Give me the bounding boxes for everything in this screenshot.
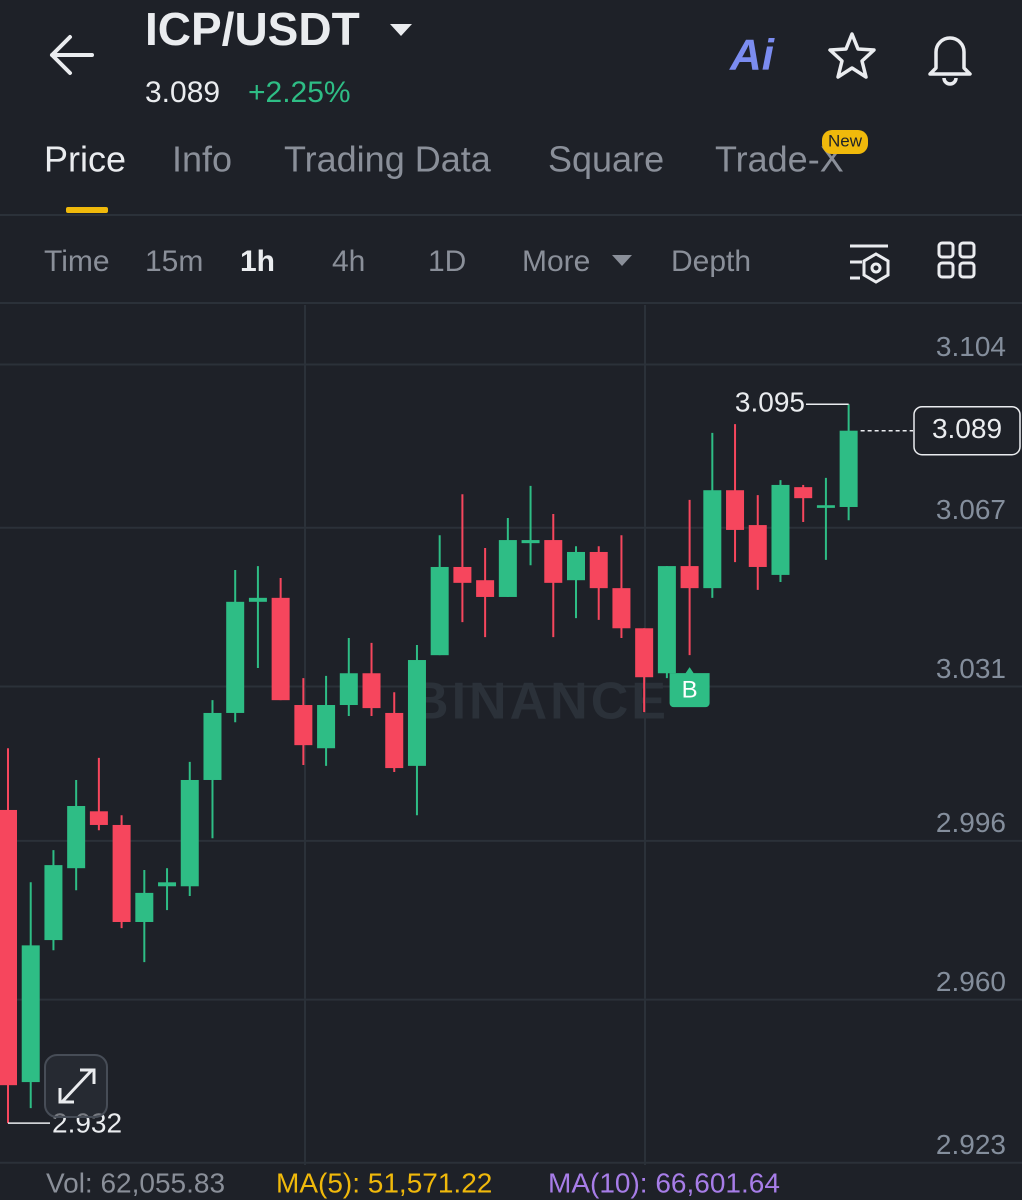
candle-body (521, 540, 540, 544)
interval[interactable]: 15m (145, 245, 203, 278)
candle-body (21, 945, 40, 1083)
candle-body (248, 597, 267, 602)
interval[interactable]: 1h (240, 245, 275, 278)
candle-body (112, 824, 131, 922)
candle-body (135, 892, 154, 922)
tab[interactable]: Price (44, 139, 126, 180)
candle-body (771, 484, 790, 575)
watermark: BINANCE (411, 673, 669, 731)
candlestick-chart: 3.104 3.067 3.031 2.996 2.960 2.923 BINANCE 3.0… (0, 305, 1022, 1165)
candle-body (794, 487, 813, 499)
interval[interactable]: More (522, 245, 590, 278)
candle-body (816, 505, 835, 508)
candle-body (726, 490, 745, 530)
layout-cell (958, 241, 976, 259)
pair-dropdown[interactable] (390, 24, 412, 36)
candle-body (294, 705, 313, 746)
candle-body (430, 566, 449, 656)
tab[interactable]: Square (548, 139, 664, 180)
settings-hex (862, 252, 890, 284)
layout-cell (937, 241, 955, 259)
last-price-box (913, 405, 1021, 456)
ai-button[interactable]: Ai (729, 31, 775, 80)
interval[interactable]: Time (44, 245, 110, 278)
interval[interactable]: 4h (332, 245, 365, 278)
candle-body (544, 540, 563, 583)
candle-body (226, 601, 245, 713)
y-tick-label: 3.067 (936, 494, 1006, 525)
volume-label: Vol: 62,055.83 (46, 1167, 225, 1198)
interval-bar: Time 15m 1h 4h 1D More Depth (44, 245, 751, 278)
candle-body (89, 811, 108, 825)
candle-body (589, 551, 608, 589)
tab-bar: Price Info Trading Data Square Trade-X (44, 139, 844, 180)
candle-body (407, 660, 426, 766)
candle-body (657, 566, 676, 674)
buy-marker[interactable] (669, 667, 710, 708)
candle-body (680, 566, 699, 589)
candle-body (385, 712, 404, 769)
new-badge (822, 130, 868, 154)
interval[interactable]: 1D (428, 245, 466, 278)
last-price-label: 3.089 (932, 413, 1002, 444)
layout-icon[interactable] (937, 241, 976, 279)
header-price: 3.089 (145, 76, 220, 109)
candle-body (476, 580, 495, 597)
chart-settings-icon[interactable] (850, 244, 890, 284)
candle-body (453, 566, 472, 583)
pair-title[interactable]: ICP/USDT (145, 3, 360, 55)
tab[interactable]: Info (172, 139, 232, 180)
candle-body (158, 882, 177, 887)
expand-arrows (58, 1068, 96, 1104)
interval[interactable]: Depth (671, 245, 751, 278)
max-label: 3.095 (735, 387, 805, 418)
candle-body (67, 806, 86, 869)
ma10-label: MA(10): 66,601.64 (548, 1167, 780, 1198)
candle-body (567, 551, 585, 581)
more-dropdown (612, 255, 632, 266)
favorite-star[interactable] (828, 32, 876, 79)
y-tick-label: 2.960 (936, 966, 1006, 997)
header-change: +2.25% (248, 76, 351, 109)
settings-dot (870, 262, 882, 274)
buy-marker-label: B (682, 677, 698, 704)
active-tab-indicator (66, 207, 108, 213)
y-tick-label: 3.104 (936, 331, 1006, 362)
candle-body (44, 865, 63, 941)
candle-body (703, 490, 722, 589)
expand-button[interactable] (44, 1054, 108, 1118)
candle-body (0, 809, 17, 1086)
settings-lines (850, 244, 888, 280)
tab[interactable]: Trading Data (284, 139, 492, 180)
candle-body (839, 430, 858, 507)
layout-cell (958, 261, 976, 279)
candle-body (180, 779, 199, 887)
candle-body (748, 525, 767, 567)
back-arrow (50, 35, 94, 75)
y-tick-label: 3.031 (936, 653, 1006, 684)
new-badge-text: New (828, 131, 863, 150)
back-button[interactable] (50, 35, 94, 75)
candle-body (271, 597, 290, 701)
layout-cell (937, 261, 955, 279)
candle-body (612, 588, 631, 629)
candle-body (635, 628, 654, 678)
candle-body (498, 540, 517, 597)
candle-body (317, 705, 336, 749)
ma5-label: MA(5): 51,571.22 (276, 1167, 492, 1198)
candle-body (203, 712, 222, 780)
candle-body (339, 673, 358, 706)
y-tick-label: 2.996 (936, 807, 1006, 838)
y-tick-label: 2.923 (936, 1129, 1006, 1160)
alert-bell[interactable] (928, 36, 972, 86)
candle-body (362, 673, 381, 709)
